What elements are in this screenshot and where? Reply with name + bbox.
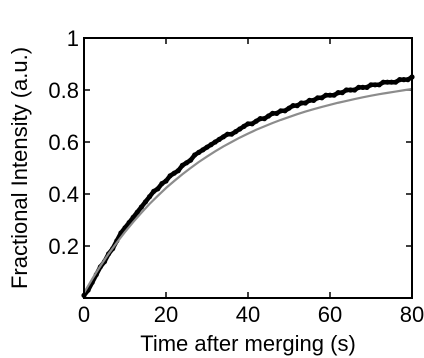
- data-point: [278, 108, 284, 114]
- data-point: [229, 131, 235, 137]
- data-point: [208, 142, 214, 148]
- data-point: [388, 79, 395, 85]
- data-point: [380, 79, 386, 85]
- data-point: [302, 100, 308, 106]
- y-axis-title: Fractional Intensity (a.u.): [7, 47, 32, 289]
- data-point: [167, 173, 173, 179]
- data-point: [286, 105, 292, 111]
- x-tick-label: 0: [78, 302, 90, 327]
- plot-frame: [83, 37, 413, 299]
- fit-curve: [82, 87, 414, 294]
- data-point: [188, 157, 194, 163]
- data-point: [138, 204, 144, 210]
- data-point: [339, 90, 345, 96]
- data-point: [163, 178, 169, 184]
- data-point: [343, 87, 349, 93]
- data-point: [335, 90, 341, 96]
- data-point: [323, 92, 329, 98]
- data-point: [130, 214, 136, 220]
- data-point: [237, 126, 243, 132]
- data-point: [245, 121, 251, 127]
- data-point: [327, 92, 333, 98]
- data-point: [179, 162, 185, 168]
- data-point: [405, 77, 411, 83]
- data-point: [183, 160, 190, 166]
- data-point: [347, 87, 354, 93]
- y-tick-label: 0.4: [48, 182, 79, 207]
- data-point: [212, 139, 218, 145]
- data-point: [311, 97, 317, 103]
- data-point: [352, 87, 358, 93]
- data-point: [192, 152, 198, 158]
- data-point: [282, 108, 288, 114]
- data-point: [397, 77, 403, 83]
- data-point: [224, 131, 231, 137]
- data-point: [257, 116, 263, 122]
- data-point: [331, 92, 337, 98]
- y-tick-label: 0.6: [48, 130, 79, 155]
- data-point: [200, 147, 206, 153]
- data-point: [171, 170, 177, 176]
- data-point: [142, 199, 149, 205]
- x-tick-label: 80: [400, 302, 424, 327]
- x-tick-label: 60: [318, 302, 342, 327]
- data-point: [364, 84, 370, 90]
- data-point: [270, 110, 276, 116]
- data-point: [294, 103, 300, 109]
- data-point: [298, 100, 304, 106]
- data-point: [151, 188, 157, 194]
- data-point: [159, 181, 165, 187]
- tick-labels: 0 20 40 60 80 0.2 0.4 0.6 0.8 1: [48, 26, 424, 327]
- data-point: [265, 113, 272, 119]
- series-layer: [81, 74, 415, 298]
- data-point: [261, 116, 267, 122]
- data-point: [249, 121, 255, 127]
- data-point: [319, 95, 325, 101]
- data-point: [220, 134, 226, 140]
- data-point: [393, 79, 399, 85]
- data-series-trace: [81, 74, 415, 298]
- data-point: [233, 129, 239, 135]
- tick-marks: [83, 37, 413, 298]
- data-point: [290, 103, 296, 109]
- data-point: [356, 84, 362, 90]
- y-tick-label: 0.8: [48, 78, 79, 103]
- data-point: [360, 84, 366, 90]
- data-point: [372, 82, 378, 88]
- data-point: [196, 149, 202, 155]
- data-point: [315, 95, 321, 101]
- data-point: [204, 144, 210, 150]
- data-point: [384, 79, 390, 85]
- data-point: [175, 168, 181, 174]
- data-point: [147, 194, 153, 200]
- data-point: [274, 110, 280, 116]
- data-point: [241, 123, 247, 129]
- data-point: [155, 186, 161, 192]
- x-tick-label: 40: [236, 302, 260, 327]
- data-point: [134, 209, 140, 215]
- data-point: [306, 97, 313, 103]
- data-point: [368, 82, 374, 88]
- data-point: [216, 136, 222, 142]
- y-tick-label: 0.2: [48, 234, 79, 259]
- data-point: [401, 77, 407, 83]
- data-point: [253, 118, 259, 124]
- x-tick-label: 20: [154, 302, 178, 327]
- data-point: [376, 82, 382, 88]
- x-axis-title: Time after merging (s): [140, 331, 356, 356]
- y-tick-label: 1: [67, 26, 79, 51]
